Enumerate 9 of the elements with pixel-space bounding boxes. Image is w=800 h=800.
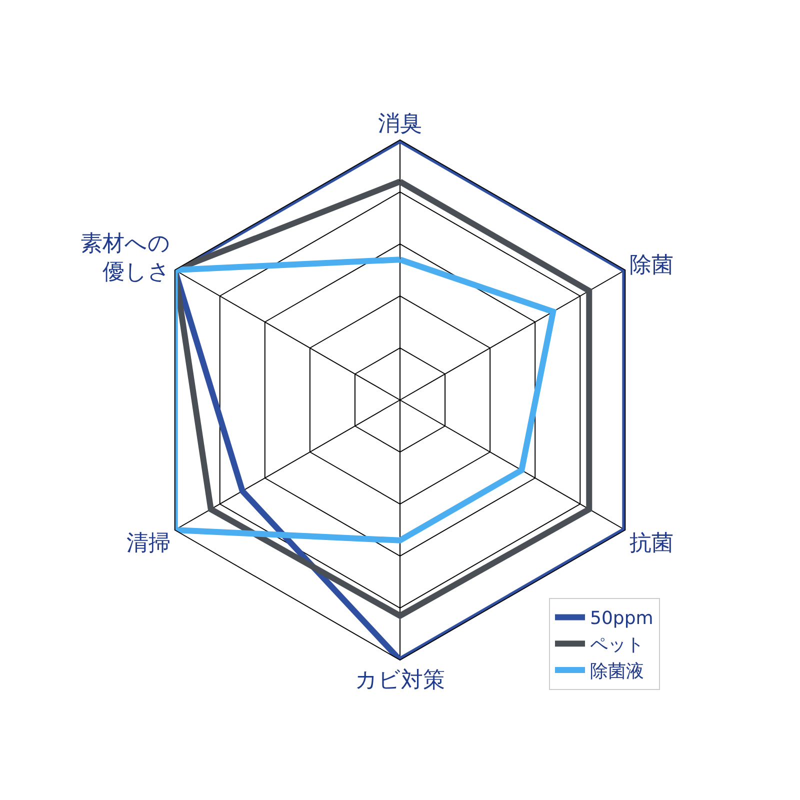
spoke-label: 除菌 — [629, 253, 674, 278]
spoke-label: 抗菌 — [629, 531, 674, 556]
legend-label: 除菌液 — [590, 661, 644, 682]
legend-label: ペット — [590, 634, 644, 656]
spoke-label: 素材への優しさ — [80, 232, 171, 286]
legend-label: 50ppm — [590, 608, 654, 630]
spoke-label: 清掃 — [126, 531, 171, 556]
spoke-label: 消臭 — [378, 112, 422, 137]
spoke-label: カビ対策 — [355, 668, 445, 693]
